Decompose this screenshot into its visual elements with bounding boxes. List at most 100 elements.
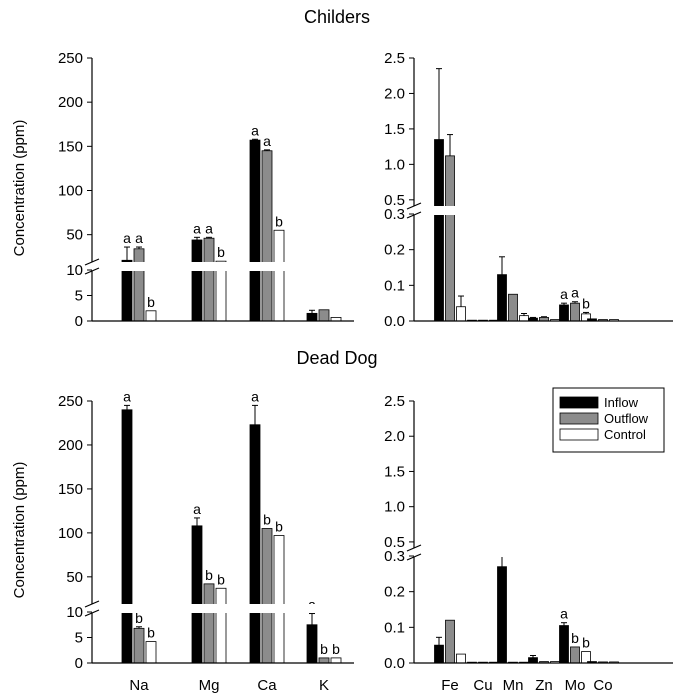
bar-outflow-k — [318, 657, 330, 664]
bar-inflow-mo — [559, 304, 569, 322]
legend-label-control: Control — [604, 427, 646, 442]
bar-outflow-na — [133, 248, 145, 322]
bar-outflow-mo — [570, 646, 580, 664]
significance-letter: a — [263, 133, 271, 149]
y-tick-label: 10 — [66, 262, 83, 279]
legend-swatch-control — [559, 428, 599, 441]
y-tick-label: 250 — [58, 393, 83, 410]
bar-outflow-mo — [570, 302, 580, 322]
y-tick-label: 0.3 — [384, 206, 405, 223]
y-tick-label: 0 — [75, 655, 83, 672]
significance-letter: a — [123, 230, 131, 246]
bar-outflow-k — [318, 309, 330, 322]
y-tick-label: 100 — [58, 183, 83, 200]
legend-swatch-outflow — [559, 412, 599, 425]
section-title-childers: Childers — [304, 7, 370, 27]
y-tick-label: 5 — [75, 630, 83, 647]
x-tick-label-zn: Zn — [535, 677, 553, 694]
y-tick-label: 0.2 — [384, 242, 405, 259]
bar-outflow-mg — [203, 583, 215, 664]
x-tick-label-fe: Fe — [441, 677, 459, 694]
significance-letter: a — [251, 388, 259, 404]
axis-break-gap — [406, 206, 673, 215]
x-tick-label-k: K — [319, 677, 329, 694]
y-axis-label-childers: Concentration (ppm) — [11, 120, 28, 257]
x-tick-label-co: Co — [593, 677, 612, 694]
significance-letter: a — [560, 606, 568, 622]
y-tick-label: 0.5 — [384, 534, 405, 551]
bar-control-mg — [215, 587, 227, 664]
significance-letter: b — [147, 625, 155, 641]
bar-inflow-zn — [528, 657, 538, 664]
bar-control-mn — [519, 315, 529, 322]
y-tick-label: 0.0 — [384, 313, 405, 330]
y-tick-label: 0.2 — [384, 584, 405, 601]
y-tick-label: 2.0 — [384, 428, 405, 445]
y-tick-label: 1.5 — [384, 463, 405, 480]
y-axis-label-dead-dog: Concentration (ppm) — [11, 462, 28, 599]
y-tick-label: 150 — [58, 138, 83, 155]
y-tick-label: 1.5 — [384, 121, 405, 138]
significance-letter: a — [560, 286, 568, 302]
y-tick-label: 5 — [75, 288, 83, 305]
y-tick-label: 0.3 — [384, 548, 405, 565]
bar-outflow-ca — [261, 150, 273, 322]
x-tick-label-ca: Ca — [257, 677, 277, 694]
axis-break-mark — [406, 553, 422, 561]
legend-label-inflow: Inflow — [604, 395, 639, 410]
significance-letter: a — [123, 388, 131, 404]
y-tick-label: 0.1 — [384, 619, 405, 636]
x-tick-label-mo: Mo — [565, 677, 586, 694]
bar-outflow-fe — [445, 155, 455, 322]
x-tick-label-na: Na — [129, 677, 149, 694]
chart-panel-deaddog-major: abbNaabbMgabbCaabbK051050100150200250 — [58, 388, 374, 694]
significance-letter: a — [193, 220, 201, 236]
y-tick-label: 50 — [66, 569, 83, 586]
significance-letter: a — [251, 122, 259, 138]
bar-control-ca — [273, 535, 285, 664]
bar-inflow-na — [121, 409, 133, 664]
bar-outflow-mg — [203, 237, 215, 322]
axis-break-mark — [84, 267, 100, 275]
y-tick-label: 250 — [58, 50, 83, 67]
axis-break-mark — [84, 600, 100, 608]
significance-letter: b — [320, 641, 328, 657]
bar-inflow-mg — [191, 239, 203, 322]
significance-letter: a — [571, 285, 579, 301]
bar-outflow-fe — [445, 619, 455, 664]
chart-panel-deaddog-trace: Fe Cu Mn Zn ab b Mo Co 0.0 0.1 0.2 0.30.5 1.0 1.5 2.0 2… — [384, 387, 673, 694]
bar-inflow-mg — [191, 525, 203, 664]
significance-letter: b — [332, 641, 340, 657]
axis-break-mark — [84, 258, 100, 266]
y-tick-label: 100 — [58, 525, 83, 542]
bar-control-na — [145, 310, 157, 322]
significance-letter: b — [217, 571, 225, 587]
significance-letter: a — [205, 220, 213, 236]
significance-letter: a — [193, 501, 201, 517]
legend-swatch-inflow — [559, 396, 599, 409]
chart-panel-childers-trace: a ab 0.0 0.1 0.2 0.30.5 1.0 1.5 2.0 2.5 — [384, 50, 673, 330]
significance-letter: b — [217, 244, 225, 260]
bar-control-na — [145, 641, 157, 664]
axis-break-mark — [84, 609, 100, 617]
significance-letter: a — [135, 230, 143, 246]
bar-outflow-na — [133, 627, 145, 664]
significance-letter: b — [147, 294, 155, 310]
y-tick-label: 2.5 — [384, 393, 405, 410]
bar-control-fe — [456, 653, 466, 664]
axis-break-mark — [406, 544, 422, 552]
significance-letter: b — [571, 630, 579, 646]
y-tick-label: 1.0 — [384, 499, 405, 516]
y-tick-label: 2.0 — [384, 85, 405, 102]
bar-inflow-ca — [249, 424, 261, 664]
axis-break-gap — [406, 548, 673, 557]
y-tick-label: 0.0 — [384, 655, 405, 672]
y-tick-label: 0.5 — [384, 192, 405, 209]
bar-inflow-mo — [559, 625, 569, 664]
y-tick-label: 150 — [58, 481, 83, 498]
significance-letter: b — [135, 610, 143, 626]
